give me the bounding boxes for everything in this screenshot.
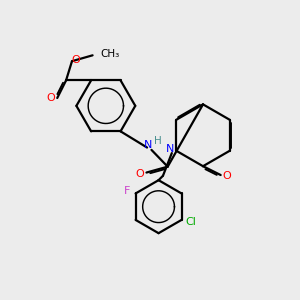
- Text: N: N: [166, 144, 174, 154]
- Text: Cl: Cl: [185, 217, 197, 227]
- Text: H: H: [154, 136, 162, 146]
- Text: O: O: [223, 171, 232, 181]
- Text: O: O: [71, 55, 80, 65]
- Text: CH₃: CH₃: [101, 49, 120, 59]
- Text: N: N: [144, 140, 153, 150]
- Text: O: O: [46, 93, 55, 103]
- Text: O: O: [136, 169, 144, 179]
- Text: F: F: [124, 186, 130, 196]
